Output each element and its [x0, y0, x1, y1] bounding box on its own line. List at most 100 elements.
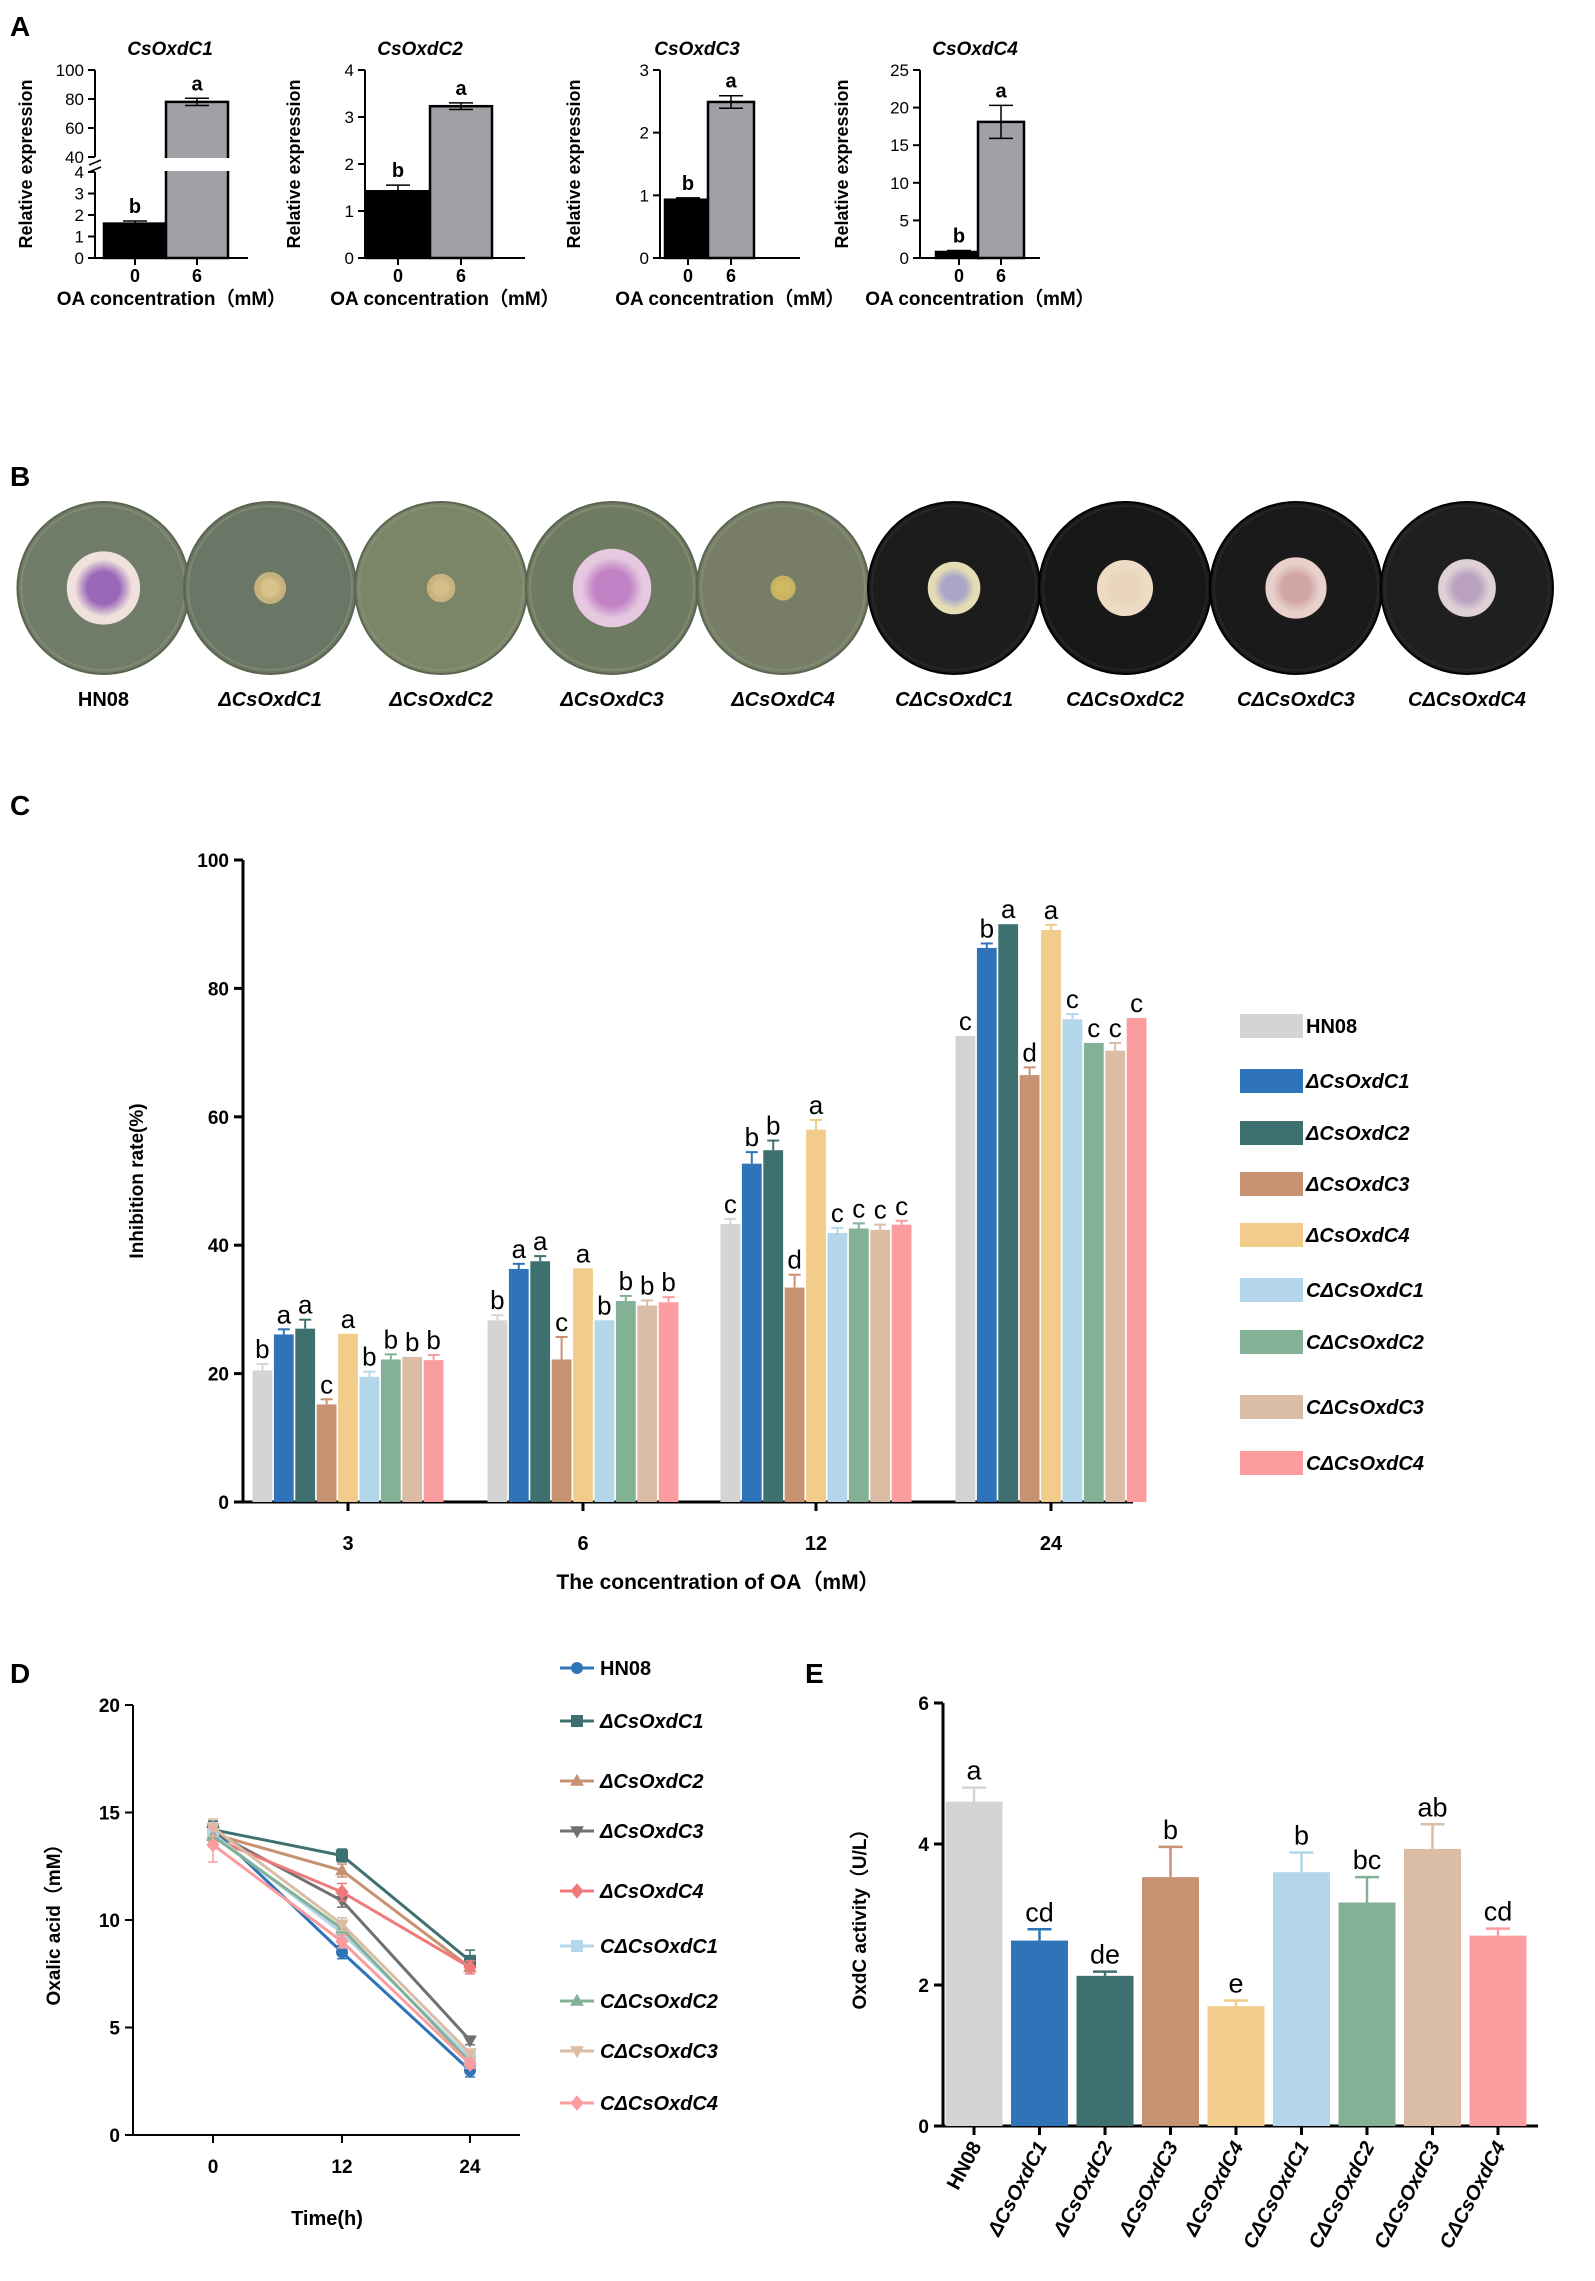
plate-label: CΔCsOxdC2: [1066, 689, 1184, 711]
bar: [1083, 1042, 1104, 1502]
significance-letter: b: [255, 1334, 269, 1364]
bar: [359, 1376, 380, 1502]
significance-letter: c: [852, 1193, 865, 1223]
x-tick-label: ΔCsOxdC2: [1049, 2138, 1117, 2241]
legend-label: ΔCsOxdC4: [1305, 1225, 1409, 1247]
bar: [1041, 929, 1061, 1502]
fungal-colony: [572, 548, 652, 628]
plate-rim: [700, 505, 867, 671]
legend-label: CΔCsOxdC2: [1306, 1332, 1424, 1354]
data-point: [335, 1863, 349, 1876]
significance-letter: a: [809, 1090, 824, 1120]
fungal-colony: [1265, 557, 1327, 619]
significance-letter: c: [959, 1006, 972, 1036]
legend-label: CΔCsOxdC3: [600, 2041, 718, 2063]
panel-c: 0 20 40 60 80 100 Inhibition rate(%) The concen…: [127, 851, 1424, 1594]
data-point: [463, 2048, 477, 2061]
legend-swatch: [1240, 1069, 1303, 1093]
y-tick-label: 0: [75, 249, 84, 268]
significance-letter: b: [597, 1290, 611, 1320]
bar: [252, 1370, 273, 1502]
bar: [594, 1320, 615, 1502]
bar: [402, 1356, 423, 1502]
y-tick-label: 1: [75, 228, 84, 247]
bar: [1142, 1877, 1199, 2126]
significance-letter: b: [1294, 1820, 1309, 1850]
legend-item: CΔCsOxdC3: [560, 2041, 718, 2063]
bar: [273, 1334, 294, 1502]
bar: [706, 100, 756, 260]
legend-label: ΔCsOxdC2: [599, 1771, 703, 1793]
fungal-colony: [927, 561, 981, 615]
bar: [1404, 1848, 1461, 2126]
significance-letter: a: [191, 73, 203, 95]
y-tick-label: 4: [918, 1835, 929, 1856]
bar: [423, 1360, 444, 1502]
petri-plate: ΔCsOxdC1: [183, 501, 358, 711]
legend-item: ΔCsOxdC1: [560, 1711, 703, 1733]
bar: [530, 1261, 551, 1502]
bar: [380, 1359, 401, 1502]
data-point: [336, 1849, 348, 1862]
x-tick-label: CΔCsOxdC2: [1305, 2138, 1380, 2252]
legend-label: HN08: [600, 1658, 651, 1680]
bar: [784, 1287, 805, 1502]
x-tick-label: 6: [996, 266, 1006, 286]
significance-letter: b: [1163, 1815, 1178, 1845]
bar: [295, 1328, 316, 1502]
bar: [573, 1268, 593, 1502]
data-point: [335, 1933, 349, 1950]
significance-letter: b: [490, 1285, 504, 1315]
significance-letter: a: [725, 71, 737, 93]
y-tick-label: 0: [218, 1493, 229, 1514]
chart-title: CsOxdC3: [654, 39, 740, 60]
legend-label: HN08: [1306, 1016, 1357, 1038]
data-point: [206, 1836, 220, 1853]
legend-swatch: [1240, 1223, 1303, 1247]
y-tick-label: 25: [890, 61, 909, 80]
chart-title: CsOxdC4: [932, 39, 1018, 60]
y-tick-label: 2: [75, 206, 84, 225]
y-tick-label: 4: [75, 163, 84, 182]
y-tick-label: 60: [65, 119, 84, 138]
y-axis-label: Relative expression: [832, 79, 852, 248]
bar: [891, 1224, 912, 1502]
y-tick-label: 5: [900, 211, 909, 230]
significance-letter: b: [980, 913, 994, 943]
plate-label: CΔCsOxdC1: [895, 689, 1013, 711]
significance-letter: a: [1001, 894, 1016, 924]
y-tick-label: 20: [890, 99, 909, 118]
petri-plate: CΔCsOxdC1: [867, 501, 1042, 711]
plate-rim: [871, 505, 1038, 671]
significance-letter: b: [384, 1324, 398, 1354]
bar: [1105, 1050, 1126, 1502]
panel-e: 0 2 4 6 OxdC activity（U/L） a HN08 cd ΔCsOxdC1 de Δ…: [848, 1694, 1538, 2252]
plate-label: ΔCsOxdC2: [388, 689, 492, 711]
bar: [1207, 2006, 1265, 2126]
x-tick-label: 0: [130, 266, 140, 286]
bar: [164, 100, 230, 260]
fungal-colony: [770, 575, 796, 601]
data-point: [463, 2056, 477, 2072]
significance-letter: c: [874, 1195, 887, 1225]
legend-item: ΔCsOxdC4: [560, 1881, 703, 1903]
bar: [551, 1359, 572, 1502]
data-point: [571, 1715, 583, 1727]
x-tick-label: HN08: [943, 2138, 986, 2193]
significance-letter: c: [1130, 988, 1143, 1018]
y-tick-label: 20: [208, 1365, 229, 1386]
significance-letter: c: [724, 1189, 737, 1219]
x-axis-label: OA concentration（mM）: [615, 287, 844, 310]
y-tick-label: 4: [345, 61, 354, 80]
significance-letter: b: [129, 196, 141, 218]
significance-letter: b: [392, 160, 404, 182]
y-tick-label: 10: [890, 174, 909, 193]
y-tick-label: 100: [56, 61, 84, 80]
legend-item: ΔCsOxdC3: [560, 1821, 703, 1843]
y-tick-label: 15: [99, 1804, 121, 1825]
y-tick-label: 2: [640, 124, 649, 143]
plate-rim: [529, 505, 696, 671]
bar: [365, 190, 431, 260]
petri-plate: ΔCsOxdC4: [696, 501, 871, 711]
